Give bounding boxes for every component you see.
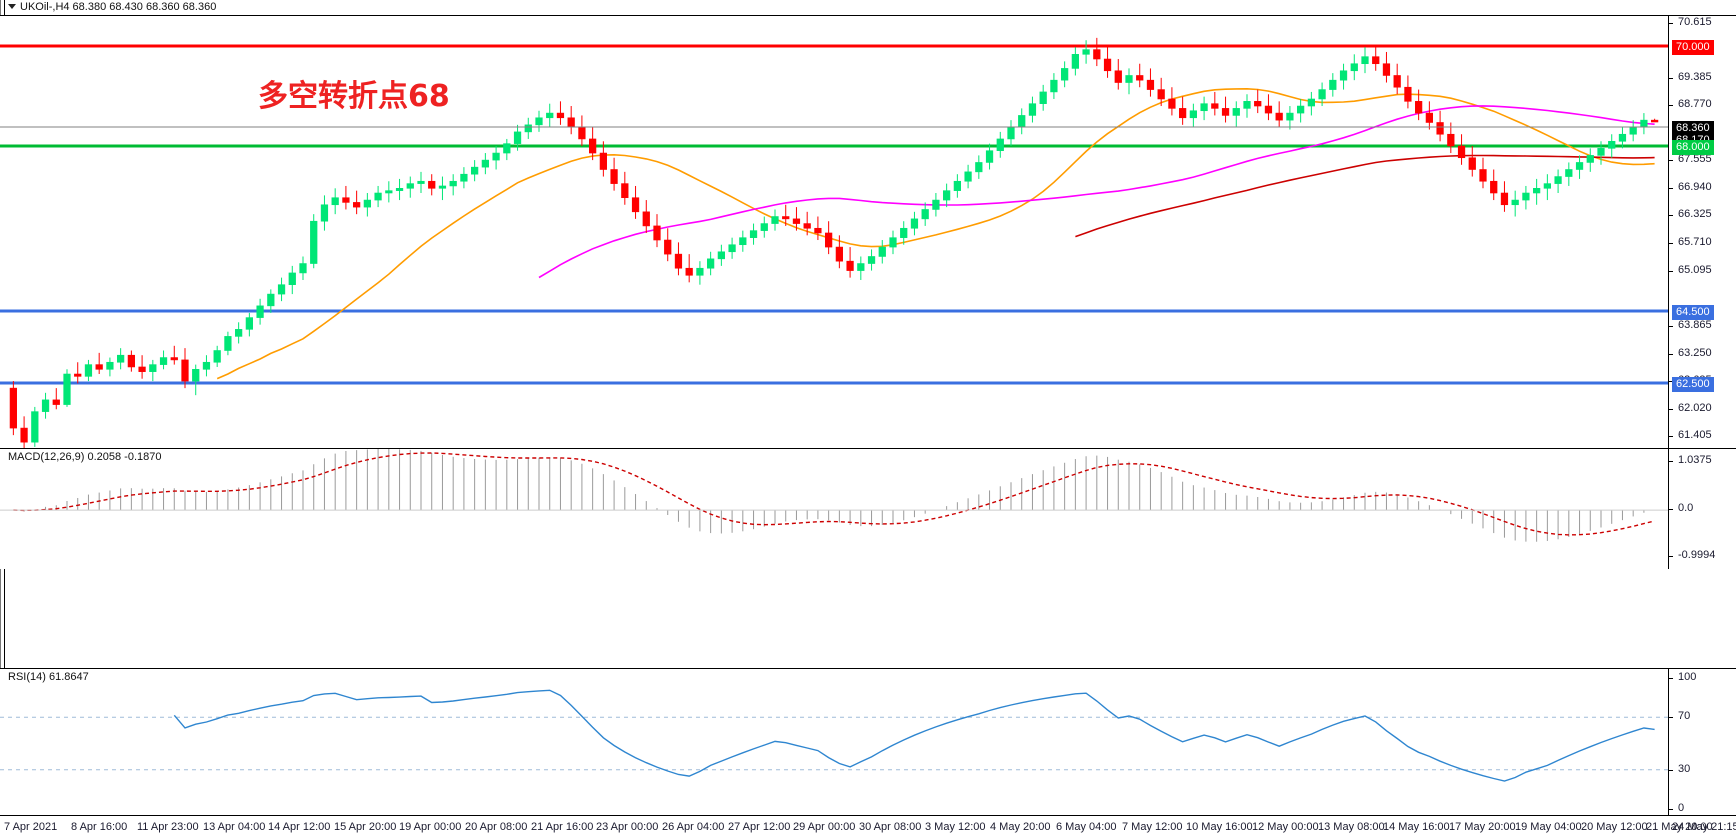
time-axis-label: 7 Apr 2021 xyxy=(4,821,58,833)
price-axis-label: 70.615 xyxy=(1678,16,1712,28)
rsi-tick xyxy=(1668,678,1673,679)
price-axis-label: 69.385 xyxy=(1678,71,1712,83)
macd-chart-canvas[interactable] xyxy=(0,449,1736,569)
price-axis-label: 62.020 xyxy=(1678,402,1712,414)
price-axis-separator xyxy=(1668,16,1669,449)
level-badge-68[interactable]: 68.000 xyxy=(1672,140,1714,155)
rsi-indicator-label: RSI(14) 61.8647 xyxy=(8,671,89,683)
price-tick xyxy=(1668,409,1673,410)
price-axis-label: 68.770 xyxy=(1678,98,1712,110)
price-pane[interactable]: 70.615 69.385 68.770 67.555 66.940 66.325 65.7… xyxy=(0,15,1736,449)
time-axis-label: 13 May 08:00 xyxy=(1318,821,1385,833)
rsi-tick xyxy=(1668,770,1673,771)
rsi-tick xyxy=(1668,717,1673,718)
price-tick xyxy=(1668,381,1673,382)
rsi-chart-canvas[interactable] xyxy=(0,669,1736,816)
time-axis-label: 12 May 00:00 xyxy=(1252,821,1319,833)
chart-annotation-text: 多空转折点68 xyxy=(258,79,450,114)
time-axis-label: 29 Apr 00:00 xyxy=(793,821,856,833)
time-axis-label: 8 Apr 16:00 xyxy=(71,821,128,833)
price-chart-canvas[interactable] xyxy=(0,16,1736,449)
time-axis-label: 17 May 20:00 xyxy=(1449,821,1516,833)
macd-axis-label: 1.0375 xyxy=(1678,454,1712,466)
time-axis-label: 14 May 16:00 xyxy=(1383,821,1450,833)
last-price-badge[interactable]: 68.360 xyxy=(1672,121,1714,136)
rsi-axis-label: 30 xyxy=(1678,763,1691,775)
price-axis-label: 61.405 xyxy=(1678,429,1712,441)
symbol-bar: UKOil-,H4 68.380 68.430 68.360 68.360 xyxy=(0,0,1736,15)
price-tick xyxy=(1668,271,1673,272)
time-axis-label: 27 Apr 12:00 xyxy=(728,821,791,833)
macd-axis-label: -0.9994 xyxy=(1678,549,1716,561)
level-badge-70[interactable]: 70.000 xyxy=(1672,40,1714,55)
rsi-axis-separator xyxy=(1668,669,1669,816)
macd-axis-label: 0.0 xyxy=(1678,502,1694,514)
time-axis-label: 20 Apr 08:00 xyxy=(465,821,528,833)
time-axis-label: 7 May 12:00 xyxy=(1122,821,1183,833)
price-tick xyxy=(1668,23,1673,24)
price-tick xyxy=(1668,436,1673,437)
time-axis-label: 4 May 20:00 xyxy=(990,821,1051,833)
level-badge-625[interactable]: 62.500 xyxy=(1672,377,1714,392)
price-tick xyxy=(1668,354,1673,355)
macd-indicator-label: MACD(12,26,9) 0.2058 -0.1870 xyxy=(8,451,162,463)
time-axis[interactable]: 7 Apr 2021 8 Apr 16:00 11 Apr 23:00 13 Apr … xyxy=(0,815,1736,836)
macd-tick xyxy=(1668,461,1673,462)
price-tick xyxy=(1668,215,1673,216)
macd-tick xyxy=(1668,556,1673,557)
time-axis-label: 3 May 12:00 xyxy=(925,821,986,833)
rsi-axis-label: 100 xyxy=(1678,671,1697,683)
price-tick xyxy=(1668,243,1673,244)
price-axis-label: 66.940 xyxy=(1678,181,1712,193)
time-axis-label: 11 Apr 23:00 xyxy=(137,821,199,833)
rsi-axis-label: 70 xyxy=(1678,710,1691,722)
time-axis-label: 21 May 20:00 xyxy=(1646,821,1713,833)
rsi-tick xyxy=(1668,809,1673,810)
rsi-axis-label: 0 xyxy=(1678,802,1685,814)
macd-pane[interactable]: MACD(12,26,9) 0.2058 -0.1870 1.0375 0.0 -0… xyxy=(0,448,1736,569)
macd-tick xyxy=(1668,509,1673,510)
level-badge-645[interactable]: 64.500 xyxy=(1672,305,1714,320)
price-axis-label: 67.555 xyxy=(1678,153,1712,165)
price-axis-label: 66.325 xyxy=(1678,208,1712,220)
price-tick xyxy=(1668,78,1673,79)
time-axis-label: 30 Apr 08:00 xyxy=(859,821,922,833)
price-tick xyxy=(1668,326,1673,327)
time-axis-label: 19 May 04:00 xyxy=(1515,821,1582,833)
time-axis-label: 6 May 04:00 xyxy=(1056,821,1117,833)
time-axis-label: 19 Apr 00:00 xyxy=(399,821,462,833)
time-axis-label: 15 Apr 20:00 xyxy=(334,821,397,833)
price-axis-label: 65.095 xyxy=(1678,264,1712,276)
time-axis-label: 10 May 16:00 xyxy=(1186,821,1253,833)
price-axis-label: 63.250 xyxy=(1678,347,1712,359)
time-axis-label: 26 Apr 04:00 xyxy=(662,821,725,833)
price-axis-label: 65.710 xyxy=(1678,236,1712,248)
price-tick xyxy=(1668,105,1673,106)
price-axis-label: 63.865 xyxy=(1678,319,1712,331)
price-tick xyxy=(1668,160,1673,161)
time-axis-label: 23 Apr 00:00 xyxy=(596,821,659,833)
time-axis-label: 24 May 21:15 xyxy=(1672,821,1736,833)
time-axis-label: 13 Apr 04:00 xyxy=(203,821,266,833)
price-tick xyxy=(1668,188,1673,189)
symbol-ohlc-label: UKOil-,H4 68.380 68.430 68.360 68.360 xyxy=(20,1,217,13)
time-axis-label: 20 May 12:00 xyxy=(1581,821,1648,833)
rsi-pane[interactable]: RSI(14) 61.8647 100 70 30 0 xyxy=(0,668,1736,816)
time-axis-label: 21 Apr 16:00 xyxy=(531,821,594,833)
time-axis-label: 14 Apr 12:00 xyxy=(268,821,331,833)
triangle-down-icon[interactable] xyxy=(8,4,16,9)
